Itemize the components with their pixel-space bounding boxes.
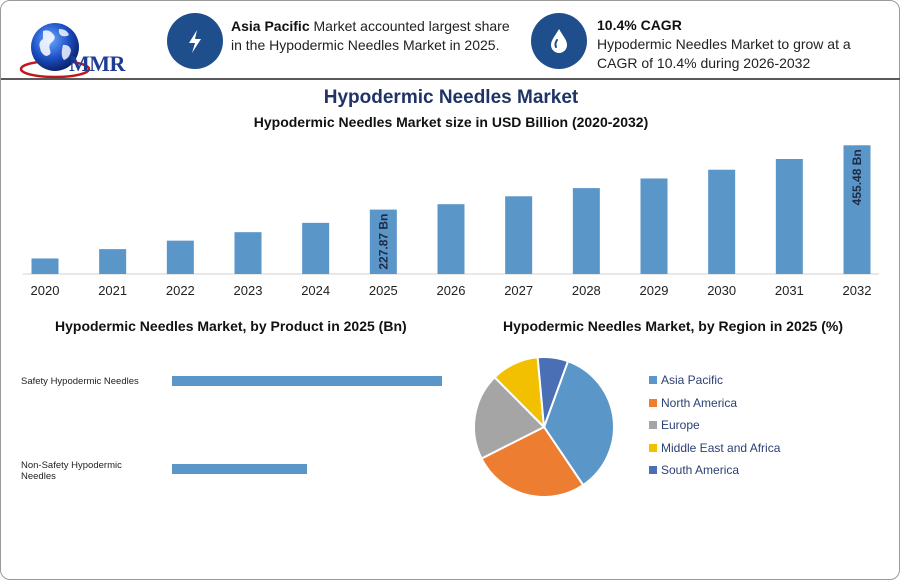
cagr-heading: 10.4% CAGR (597, 17, 682, 33)
info-icon-circle (167, 13, 223, 69)
legend-label: North America (661, 395, 738, 410)
x-tick-label: 2027 (504, 283, 533, 298)
legend-swatch (649, 443, 657, 452)
bar-2026 (437, 204, 465, 274)
x-tick-label: 2023 (234, 283, 263, 298)
logo-text: MMR (69, 51, 125, 76)
cagr-text: Hypodermic Needles Market to grow at a C… (597, 36, 851, 71)
product-label-safety: Safety Hypodermic Needles (21, 376, 139, 387)
product-chart-title: Hypodermic Needles Market, by Product in… (55, 318, 407, 334)
product-label-non-safety: Non-Safety Hypodermic Needles (21, 460, 122, 482)
x-tick-label: 2020 (31, 283, 60, 298)
x-tick-label: 2022 (166, 283, 195, 298)
cagr-icon-circle (531, 13, 587, 69)
bar-2030 (708, 169, 736, 274)
legend-swatch (649, 398, 657, 407)
header-divider (1, 78, 900, 80)
legend-label: Europe (661, 418, 700, 432)
main-chart-title: Hypodermic Needles Market (323, 87, 579, 108)
data-label-2032: 455.48 Bn (850, 149, 864, 205)
pie-slice-north-america (480, 425, 585, 498)
x-tick-label: 2024 (301, 283, 330, 298)
bar-2021 (99, 249, 127, 274)
bar-2028 (572, 188, 600, 274)
product-bar (172, 376, 442, 386)
globe-icon (19, 23, 91, 79)
bar-2020 (31, 258, 59, 274)
pie-slice-asia-pacific (542, 359, 615, 487)
lightning-icon (189, 30, 201, 53)
x-tick-label: 2028 (572, 283, 601, 298)
market-size-bar-chart: 2020 2021 2022 2023 2024 2025 227.87 Bn 2026 202… (23, 145, 879, 298)
legend-swatch (649, 466, 657, 474)
pie-slice-europe (473, 375, 546, 460)
legend-swatch (649, 376, 657, 384)
bar-2029 (640, 178, 668, 274)
bar-2027 (505, 196, 533, 274)
region-pie-chart (473, 357, 615, 498)
x-tick-label: 2029 (640, 283, 669, 298)
bar-2024 (302, 222, 330, 274)
legend-label: South America (661, 463, 740, 477)
pie-slice-south-america (536, 357, 570, 428)
legend-label: Middle East and Africa (661, 440, 781, 455)
legend-swatch (649, 421, 657, 429)
x-tick-label: 2025 (369, 283, 398, 298)
asia-pacific-info: Asia Pacific Market accounted largest sh… (231, 17, 521, 55)
bar-2023 (234, 232, 262, 274)
cagr-info: 10.4% CAGR Hypodermic Needles Market to … (597, 16, 887, 73)
x-tick-label: 2026 (437, 283, 466, 298)
product-bar-chart (172, 376, 442, 474)
water-drop-icon (551, 29, 567, 53)
region-chart-title: Hypodermic Needles Market, by Region in … (503, 318, 843, 334)
mmr-logo (19, 19, 139, 79)
data-label-2025: 227.87 Bn (376, 214, 390, 270)
x-tick-label: 2021 (98, 283, 127, 298)
bar-2025 (369, 209, 397, 274)
x-tick-label: 2031 (775, 283, 804, 298)
bar-2031 (775, 158, 803, 274)
main-chart-subtitle: Hypodermic Needles Market size in USD Bi… (253, 114, 649, 130)
x-tick-label: 2032 (843, 283, 872, 298)
product-bar (172, 464, 307, 474)
legend-label: Asia Pacific (661, 373, 724, 387)
x-tick-label: 2030 (707, 283, 736, 298)
asia-pacific-bold: Asia Pacific (231, 18, 310, 34)
bar-2032 (843, 145, 871, 274)
asia-pacific-text: Market accounted largest share in the Hy… (231, 18, 510, 53)
bar-2022 (166, 240, 194, 274)
